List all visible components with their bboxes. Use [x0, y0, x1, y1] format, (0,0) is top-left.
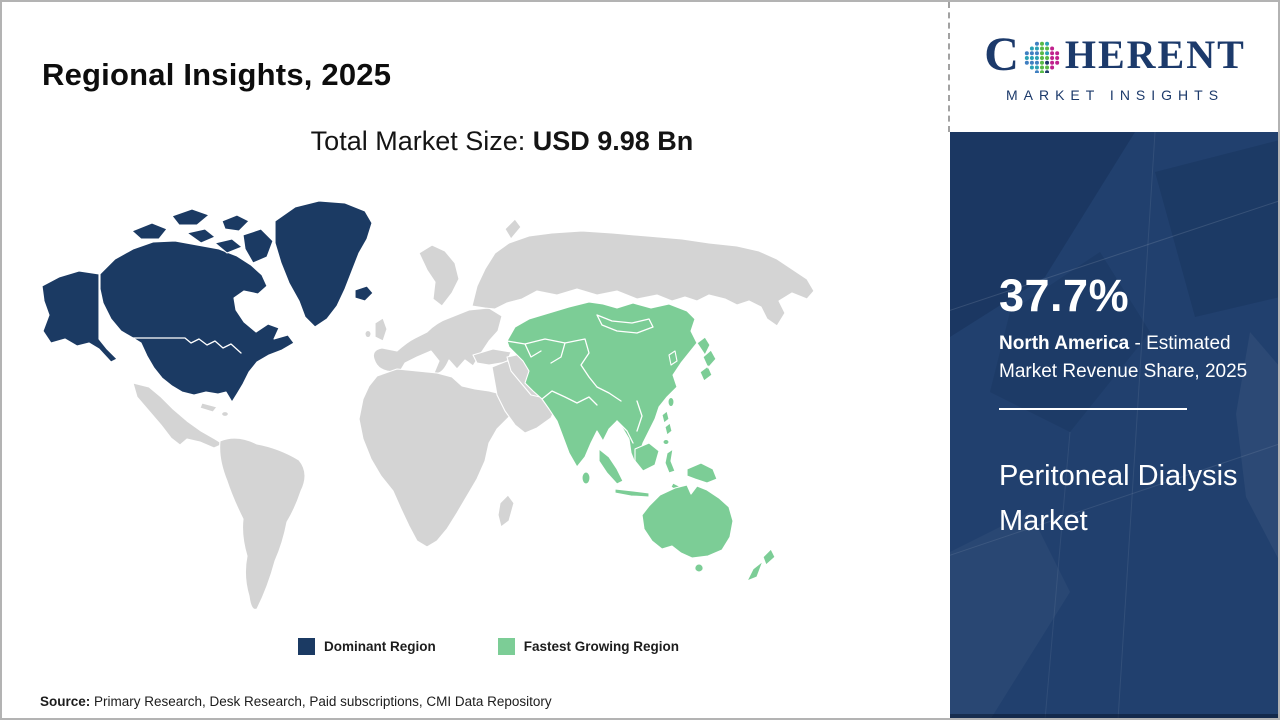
landmass-novaya-zemlya — [504, 218, 522, 240]
total-market-size-value: USD 9.98 Bn — [532, 126, 694, 156]
region-japan — [696, 336, 717, 382]
us-canada-border — [100, 337, 242, 354]
landmass-scandinavia — [418, 244, 460, 307]
market-share-description: North America - Estimated Market Revenue… — [999, 330, 1263, 386]
logo-globe-icon — [1024, 41, 1060, 73]
fastest-region-swatch — [497, 638, 515, 655]
region-sri-lanka — [581, 471, 591, 485]
region-tasmania — [694, 563, 704, 573]
region-sumatra — [598, 448, 624, 485]
region-arctic-island — [186, 228, 216, 244]
region-java — [614, 488, 650, 498]
world-map — [37, 190, 817, 622]
legend-item-dominant: Dominant Region — [298, 638, 436, 655]
brand-logo: C HERENT MARKET INSIGHTS — [950, 2, 1278, 132]
region-new-guinea — [686, 462, 718, 484]
region-borneo — [634, 442, 660, 472]
asia-internal-border — [506, 338, 622, 402]
sidebar-map-texture — [950, 132, 1278, 718]
region-australia — [641, 484, 734, 559]
source-text: Primary Research, Desk Research, Paid su… — [90, 694, 552, 709]
asia-internal-border — [541, 390, 598, 406]
asia-internal-border — [524, 342, 566, 364]
landmass-south-america — [219, 437, 306, 610]
region-alaska — [41, 270, 118, 363]
fastest-region-label: Fastest Growing Region — [523, 639, 680, 654]
header-divider — [948, 2, 950, 132]
landmass-africa — [358, 368, 516, 548]
region-north-america — [41, 200, 374, 403]
world-map-svg — [41, 200, 815, 610]
logo-letter-c: C — [984, 28, 1019, 81]
market-share-region: North America — [999, 333, 1130, 354]
region-canada-usa — [99, 240, 295, 403]
logo-letters-herent: HERENT — [1064, 32, 1246, 77]
landmass-mexico-central-america — [132, 382, 224, 449]
landmass-ireland — [364, 329, 372, 339]
region-korea — [668, 350, 678, 366]
map-legend: Dominant Region Fastest Growing Region — [298, 638, 679, 655]
region-arctic-island — [221, 214, 250, 232]
total-market-size-label: Total Market Size: — [310, 126, 533, 156]
landmass-britain — [374, 317, 388, 342]
region-iceland — [354, 285, 374, 302]
landmass-cuba — [199, 402, 218, 413]
landmass-hispaniola — [221, 411, 229, 417]
region-arctic-island — [131, 222, 168, 240]
logo-wordmark: C HERENT — [984, 31, 1246, 79]
region-philippines-south — [662, 438, 670, 446]
dominant-region-label: Dominant Region — [324, 639, 436, 654]
region-sulawesi — [664, 448, 676, 474]
source-note: Source: Primary Research, Desk Research,… — [40, 694, 552, 709]
total-market-size: Total Market Size: USD 9.98 Bn — [62, 126, 942, 157]
report-title: Peritoneal Dialysis Market — [999, 459, 1238, 537]
region-baffin-island — [242, 228, 274, 264]
region-taiwan — [667, 396, 675, 408]
region-new-zealand-south — [746, 560, 764, 582]
stat-sidebar: 37.7% North America - Estimated Market R… — [950, 132, 1278, 718]
region-philippines — [661, 410, 673, 436]
landmass-madagascar — [497, 494, 515, 528]
landmass-other — [132, 218, 815, 610]
asia-internal-border — [596, 314, 654, 334]
logo-tagline: MARKET INSIGHTS — [1005, 87, 1225, 103]
region-asia-pacific — [506, 301, 776, 582]
landmass-russia — [471, 230, 815, 327]
region-arctic-island — [171, 208, 210, 226]
source-label: Source: — [40, 694, 91, 709]
market-share-caption: - Estimated Market Revenue Share, 2025 — [999, 333, 1248, 382]
legend-item-fastest: Fastest Growing Region — [497, 638, 680, 655]
sidebar-content: 37.7% North America - Estimated Market R… — [950, 132, 1278, 544]
sidebar-bottom-edge — [950, 714, 1278, 718]
page-title: Regional Insights, 2025 — [42, 56, 392, 92]
sidebar-divider — [999, 407, 1187, 410]
region-greenland — [274, 200, 373, 328]
region-arctic-island — [214, 238, 243, 254]
asia-internal-border — [616, 400, 643, 444]
region-new-zealand-north — [762, 548, 776, 566]
market-share-value: 37.7% — [999, 270, 1130, 321]
dominant-region-swatch — [298, 638, 315, 655]
